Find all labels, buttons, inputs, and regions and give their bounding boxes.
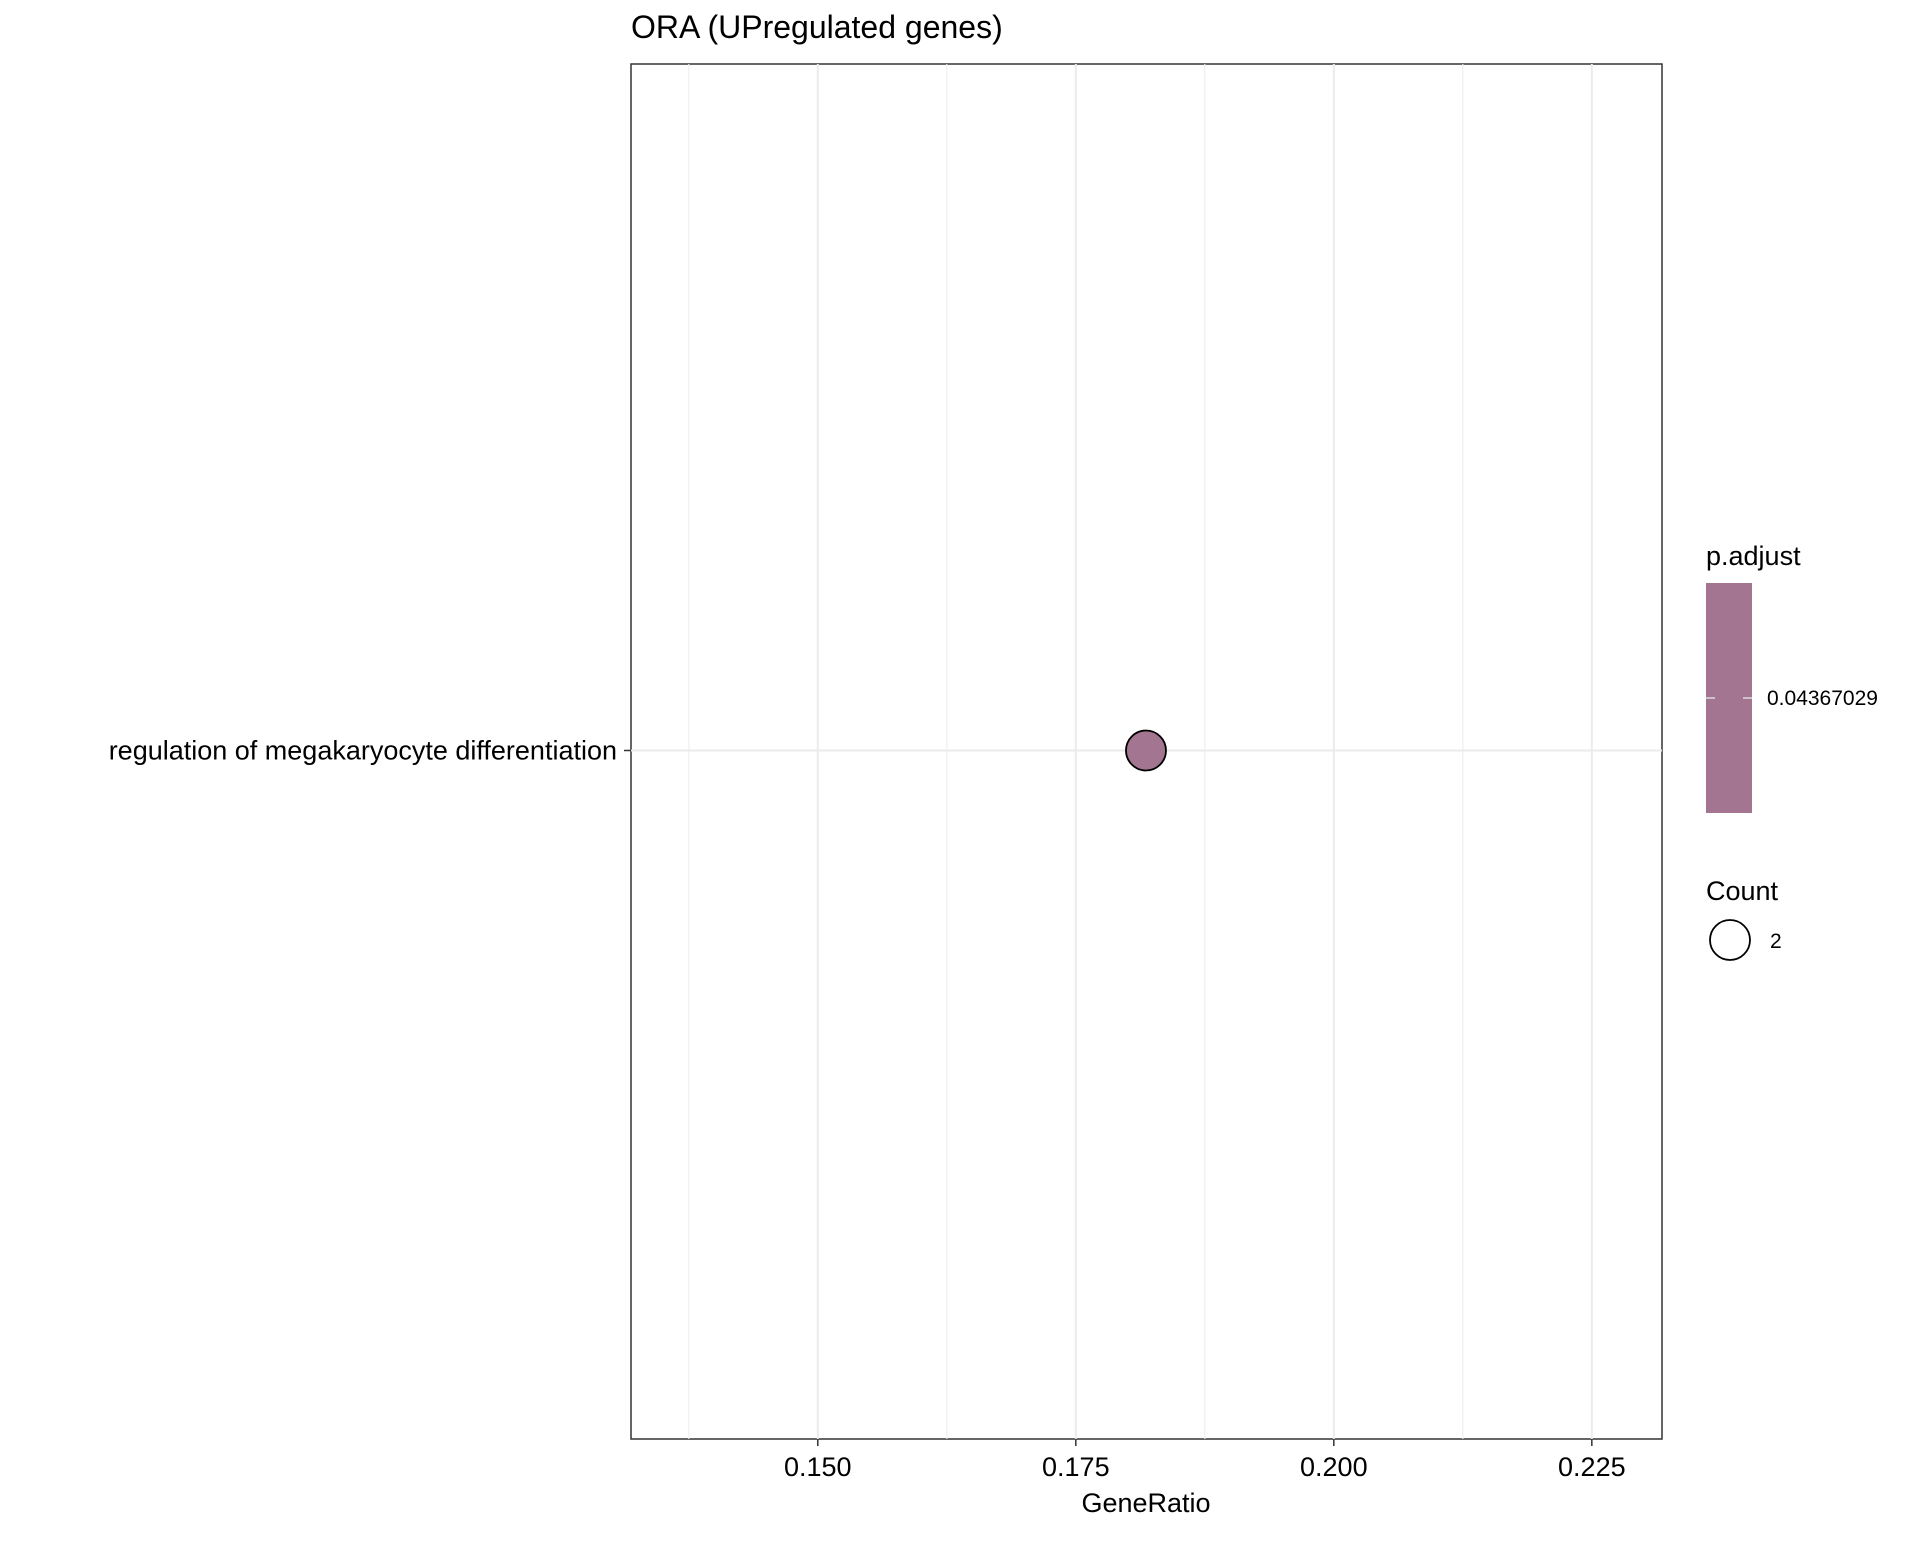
x-axis-label: GeneRatio [1081, 1488, 1210, 1518]
y-tick-label: regulation of megakaryocyte differentiat… [109, 736, 617, 766]
x-tick-label: 0.200 [1300, 1452, 1368, 1482]
x-tick-label: 0.150 [784, 1452, 852, 1482]
x-tick-label: 0.225 [1558, 1452, 1626, 1482]
color-legend-label: 0.04367029 [1767, 687, 1878, 710]
y-axis-ticks: regulation of megakaryocyte differentiat… [109, 736, 631, 766]
data-points [1125, 729, 1167, 772]
size-legend: Count 2 [1706, 876, 1782, 961]
size-legend-circle [1709, 919, 1751, 961]
color-legend-title: p.adjust [1706, 541, 1801, 571]
x-tick-label: 0.175 [1042, 1452, 1110, 1482]
color-legend: p.adjust 0.04367029 [1706, 541, 1878, 813]
x-axis-ticks: 0.150 0.175 0.200 0.225 [784, 1439, 1626, 1482]
data-point [1125, 729, 1167, 772]
size-legend-title: Count [1706, 876, 1779, 906]
chart-title: ORA (UPregulated genes) [631, 9, 1003, 45]
size-legend-label: 2 [1770, 930, 1782, 953]
